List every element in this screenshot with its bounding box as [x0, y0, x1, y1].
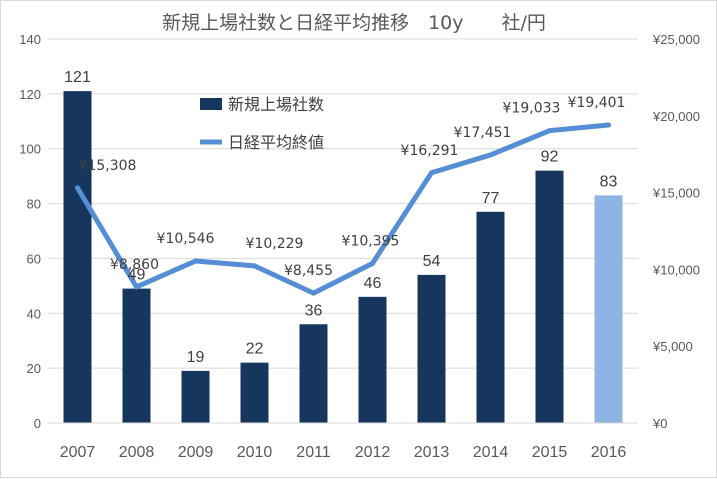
line-value-label: ¥10,546 [157, 231, 215, 247]
x-tick-label: 2013 [414, 444, 450, 461]
legend-bar-swatch [200, 98, 222, 110]
x-tick-label: 2014 [473, 444, 509, 461]
line-value-label: ¥19,401 [568, 95, 626, 111]
legend: 新規上場社数 日経平均終値 [200, 95, 324, 152]
legend-line-label: 日経平均終値 [228, 133, 324, 152]
bar [181, 370, 210, 423]
line-series [75, 122, 611, 296]
line-point [252, 263, 257, 269]
y-right-tick-label: ¥0 [652, 416, 667, 431]
y-left-tick-label: 60 [27, 251, 41, 266]
line-point [606, 122, 611, 128]
bar-series [63, 91, 623, 423]
bar-value-label: 92 [541, 149, 559, 166]
y-right-tick-label: ¥5,000 [652, 339, 693, 354]
bar [594, 195, 623, 423]
x-tick-label: 2007 [60, 444, 96, 461]
line-value-label: ¥10,229 [246, 236, 304, 252]
y-right-tick-label: ¥10,000 [652, 262, 700, 277]
y-right-tick-label: ¥15,000 [652, 186, 700, 201]
bar [358, 296, 387, 423]
y-left-tick-label: 0 [34, 416, 41, 431]
bar [63, 91, 92, 423]
line-value-label: ¥16,291 [401, 143, 459, 159]
line-value-label: ¥10,395 [342, 233, 400, 249]
line-point [75, 185, 80, 191]
bar-value-label: 121 [64, 69, 91, 86]
bar [122, 288, 151, 423]
bar [476, 211, 505, 423]
bar-value-label: 36 [305, 302, 323, 319]
y-left-tick-label: 20 [27, 361, 41, 376]
line-point [370, 260, 375, 266]
line-point [134, 284, 139, 290]
line-value-label: ¥8,860 [110, 257, 159, 273]
line-point [193, 258, 198, 264]
x-tick-label: 2010 [237, 444, 273, 461]
bar-value-label: 54 [423, 253, 441, 270]
bar [299, 324, 328, 423]
data-labels: 121 49 19 22 36 46 54 77 92 83 ¥15,308 ¥8,860 ¥10,54… [64, 69, 625, 366]
x-tick-label: 2012 [355, 444, 391, 461]
bar-value-label: 19 [187, 349, 205, 366]
axes: 0 20 40 60 80 100 120 140 ¥0 ¥5,000 ¥10,000 ¥15,000… [19, 32, 700, 461]
line-point [429, 170, 434, 176]
line-point [311, 290, 316, 296]
y-right-tick-label: ¥20,000 [652, 109, 700, 124]
bar-value-label: 46 [364, 275, 382, 292]
y-left-tick-label: 40 [27, 306, 41, 321]
bar-value-label: 77 [482, 190, 500, 207]
y-left-tick-label: 100 [19, 142, 41, 157]
bar [240, 362, 269, 423]
line-value-label: ¥19,033 [503, 101, 561, 117]
x-tick-label: 2008 [119, 444, 155, 461]
line-value-label: ¥15,308 [79, 158, 137, 174]
bar [535, 170, 564, 423]
line-value-label: ¥8,455 [284, 263, 333, 279]
y-right-tick-label: ¥25,000 [652, 32, 700, 47]
chart-title: 新規上場社数と日経平均推移 10y 社/円 [162, 12, 546, 34]
y-left-tick-label: 80 [27, 197, 41, 212]
line-point [488, 152, 493, 158]
legend-bar-label: 新規上場社数 [228, 95, 324, 114]
x-tick-label: 2011 [296, 444, 331, 461]
bar-value-label: 49 [128, 267, 146, 284]
bar-value-label: 83 [600, 173, 618, 190]
y-left-tick-label: 120 [19, 87, 41, 102]
bar [417, 274, 446, 423]
line-point [547, 128, 552, 134]
line-value-label: ¥17,451 [454, 125, 512, 141]
x-tick-label: 2016 [591, 444, 627, 461]
x-tick-label: 2009 [178, 444, 214, 461]
line-path [75, 122, 611, 296]
y-left-tick-label: 140 [19, 32, 41, 47]
x-tick-label: 2015 [532, 444, 568, 461]
bar-value-label: 22 [246, 341, 264, 358]
